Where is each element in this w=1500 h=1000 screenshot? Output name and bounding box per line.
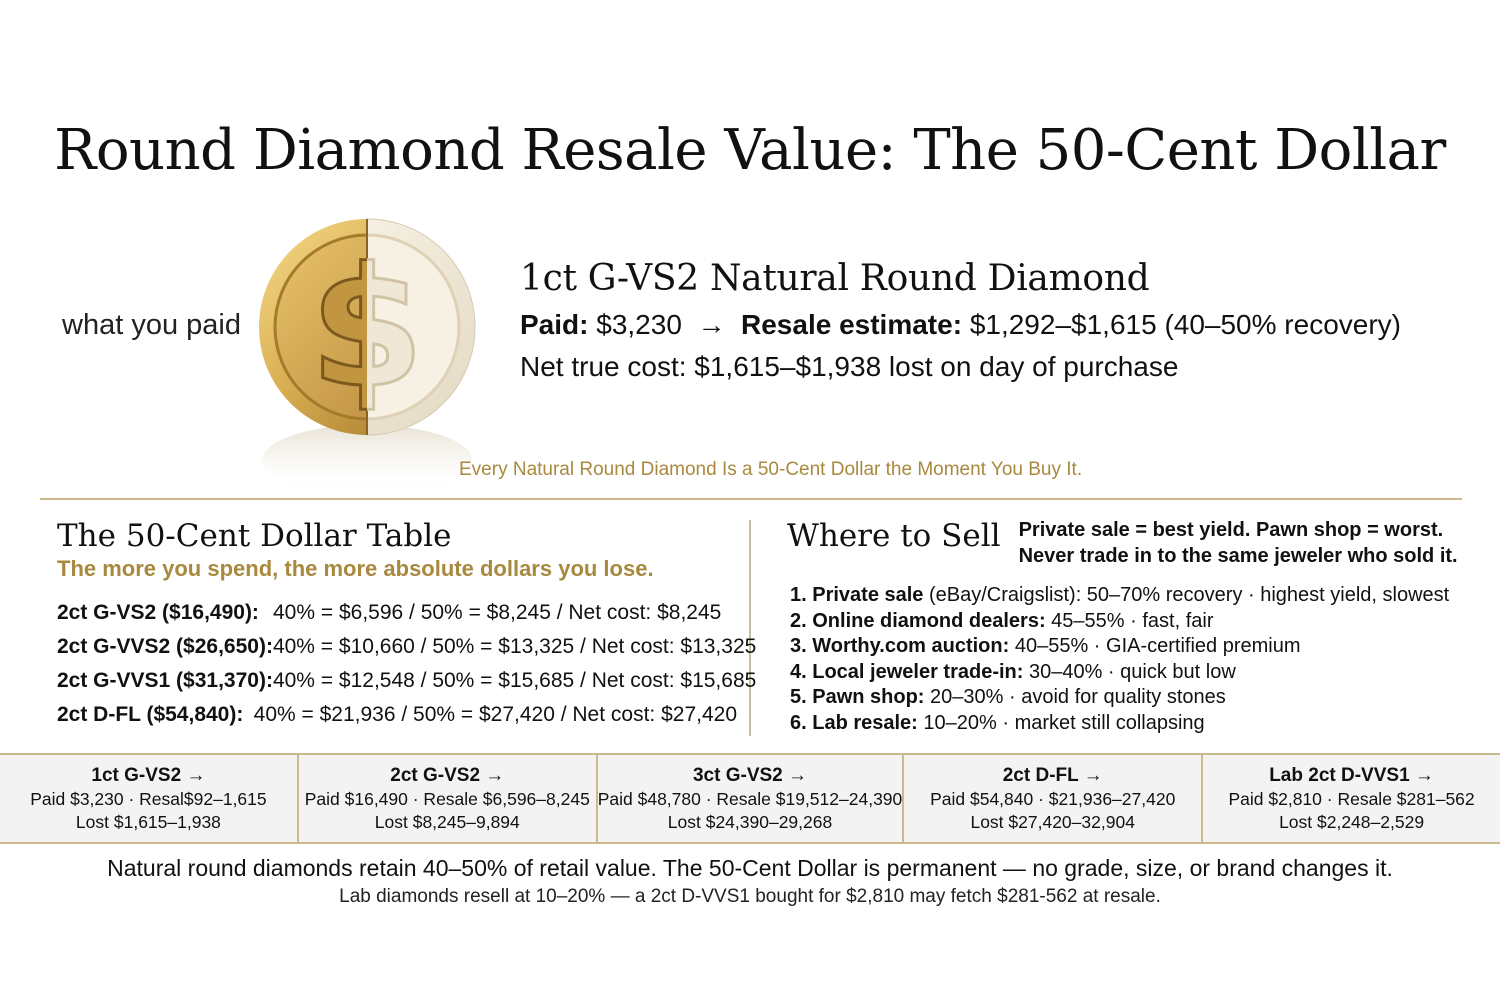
footer: Natural round diamonds retain 40–50% of … (0, 855, 1500, 908)
table-rows: 2ct G-VS2 ($16,490): 40% = $6,596 / 50% … (57, 596, 756, 732)
summary-card: Lab 2ct D-VVS1 → Paid $2,810 · Resale $2… (1203, 755, 1500, 842)
sell-note: Private sale = best yield. Pawn shop = w… (1019, 517, 1458, 569)
item-label: 2. Online diamond dealers: (790, 609, 1046, 632)
card-resale-line: Paid $48,780 · Resale $19,512–24,390 (597, 789, 903, 809)
half-coin-illustration: $ $ (250, 210, 486, 500)
hero-heading: 1ct G-VS2 Natural Round Diamond (520, 258, 1150, 299)
sell-title: Where to Sell (787, 518, 1001, 554)
summary-card: 2ct G-VS2 → Paid $16,490 · Resale $6,596… (299, 755, 598, 842)
card-lost-line: Lost $24,390–29,268 (667, 812, 833, 832)
row-value: 40% = $10,660 / 50% = $13,325 / Net cost… (272, 635, 757, 658)
list-item: 4. Local jeweler trade-in: 30–40% · quic… (787, 660, 1477, 686)
sell-header: Where to Sell Private sale = best yield.… (787, 518, 1477, 569)
coin-icon: $ $ (259, 218, 476, 495)
row-label: 2ct G-VVS1 ($31,370): (57, 669, 273, 692)
card-title: 2ct D-FL → (1002, 765, 1103, 786)
row-value: 40% = $21,936 / 50% = $27,420 / Net cost… (253, 703, 737, 726)
resale-label: Resale estimate: (741, 309, 963, 340)
card-lost-line: Lost $2,248–2,529 (1279, 812, 1425, 832)
svg-text:$: $ (310, 232, 425, 424)
item-label: 5. Pawn shop: (790, 686, 925, 708)
item-text: 40–55% · GIA-certified premium (1009, 635, 1301, 657)
list-item: 3. Worthy.com auction: 40–55% · GIA-cert… (787, 634, 1477, 660)
item-text: 20–30% · avoid for quality stones (924, 686, 1226, 708)
table-row: 2ct G-VVS2 ($26,650): 40% = $10,660 / 50… (57, 630, 756, 664)
what-you-paid-label: what you paid (62, 309, 241, 341)
list-item: 1. Private sale (eBay/Craigslist): 50–70… (787, 583, 1477, 609)
row-label: 2ct G-VS2 ($16,490): (57, 601, 259, 624)
summary-card: 2ct D-FL → Paid $54,840 · $21,936–27,420… (904, 755, 1204, 842)
footer-line: Lab diamonds resell at 10–20% — a 2ct D-… (339, 886, 1161, 907)
column-divider (749, 520, 751, 736)
list-item: 5. Pawn shop: 20–30% · avoid for quality… (787, 685, 1477, 711)
list-item: 6. Lab resale: 10–20% · market still col… (787, 711, 1477, 737)
summary-card: 3ct G-VS2 → Paid $48,780 · Resale $19,51… (598, 755, 905, 842)
item-text: 45–55% · fast, fair (1045, 609, 1214, 632)
table-row: 2ct D-FL ($54,840): 40% = $21,936 / 50% … (57, 698, 737, 732)
sell-list: 1. Private sale (eBay/Craigslist): 50–70… (787, 583, 1477, 736)
card-lost-line: Lost $8,245–9,894 (374, 812, 520, 832)
footer-line: Natural round diamonds retain 40–50% of … (107, 855, 1393, 881)
item-text: (eBay/Craigslist): 50–70% recovery · hig… (923, 584, 1450, 606)
card-resale-line: Paid $2,810 · Resale $281–562 (1228, 789, 1475, 809)
paid-resale-line: Paid: $3,230 → Resale estimate: $1,292–$… (520, 309, 1401, 341)
item-label: 1. Private sale (790, 584, 924, 606)
resale-value: $1,292–$1,615 (40–50% recovery) (969, 309, 1401, 340)
card-resale-line: Paid $16,490 · Resale $6,596–8,245 (304, 789, 590, 809)
sell-note-line: Never trade in to the same jeweler who s… (1018, 545, 1458, 567)
table-row: 2ct G-VVS1 ($31,370): 40% = $12,548 / 50… (57, 664, 756, 698)
card-title: 1ct G-VS2 → (91, 765, 206, 786)
card-title: 2ct G-VS2 → (390, 765, 505, 786)
row-value: 40% = $6,596 / 50% = $8,245 / Net cost: … (273, 601, 722, 624)
fifty-cent-table: The 50-Cent Dollar Table The more you sp… (57, 518, 756, 732)
table-subtitle: The more you spend, the more absolute do… (57, 556, 654, 581)
item-text: 10–20% · market still collapsing (917, 711, 1205, 734)
card-resale-line: Paid $3,230 · Resal$92–1,615 (30, 789, 267, 809)
card-title: 3ct G-VS2 → (692, 765, 808, 786)
item-label: 3. Worthy.com auction: (790, 635, 1010, 657)
card-resale-line: Paid $54,840 · $21,936–27,420 (930, 789, 1176, 809)
net-cost-line: Net true cost: $1,615–$1,938 lost on day… (520, 351, 1179, 382)
card-title: Lab 2ct D-VVS1 → (1269, 765, 1434, 786)
arrow-icon: → (697, 309, 726, 340)
tagline: Every Natural Round Diamond Is a 50-Cent… (459, 459, 1083, 480)
card-lost-line: Lost $1,615–1,938 (75, 812, 221, 832)
summary-strip: 1ct G-VS2 → Paid $3,230 · Resal$92–1,615… (0, 753, 1500, 844)
table-row: 2ct G-VS2 ($16,490): 40% = $6,596 / 50% … (57, 596, 737, 630)
paid-label: Paid: (520, 309, 589, 340)
paid-value: $3,230 (596, 309, 682, 340)
svg-text:$: $ (310, 232, 425, 424)
item-label: 6. Lab resale: (790, 711, 918, 734)
where-to-sell: Where to Sell Private sale = best yield.… (787, 518, 1477, 736)
table-title: The 50-Cent Dollar Table (57, 518, 452, 554)
section-divider (40, 498, 1462, 500)
hero-summary: 1ct G-VS2 Natural Round Diamond Paid: $3… (520, 258, 1401, 383)
page-title: Round Diamond Resale Value: The 50-Cent … (54, 118, 1446, 183)
item-text: 30–40% · quick but low (1023, 660, 1236, 683)
sell-note-line: Private sale = best yield. Pawn shop = w… (1018, 519, 1444, 541)
card-lost-line: Lost $27,420–32,904 (970, 812, 1135, 832)
summary-card: 1ct G-VS2 → Paid $3,230 · Resal$92–1,615… (0, 755, 299, 842)
row-label: 2ct G-VVS2 ($26,650): (57, 635, 273, 658)
item-label: 4. Local jeweler trade-in: (790, 660, 1024, 683)
row-label: 2ct D-FL ($54,840): (57, 703, 244, 726)
row-value: 40% = $12,548 / 50% = $15,685 / Net cost… (272, 669, 757, 692)
list-item: 2. Online diamond dealers: 45–55% · fast… (787, 609, 1477, 635)
